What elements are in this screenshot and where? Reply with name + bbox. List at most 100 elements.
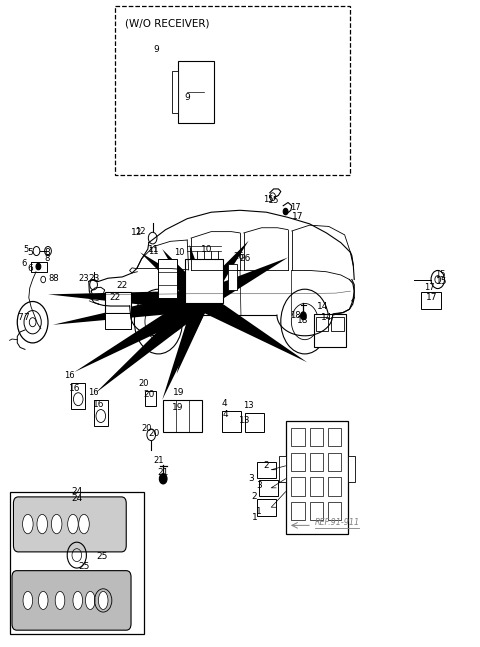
Text: 5: 5 (24, 245, 29, 254)
Text: 19: 19 (173, 388, 184, 397)
Text: 20: 20 (148, 429, 159, 438)
Text: 4: 4 (223, 410, 228, 419)
Text: 16: 16 (88, 388, 99, 397)
Text: 3: 3 (249, 474, 254, 483)
Polygon shape (196, 241, 249, 309)
FancyBboxPatch shape (12, 571, 131, 630)
Bar (291, 453, 305, 471)
Text: 13: 13 (243, 400, 254, 410)
Bar (145, 391, 156, 406)
Bar (310, 453, 323, 471)
Text: 23: 23 (79, 274, 89, 283)
Polygon shape (190, 245, 209, 303)
Ellipse shape (23, 514, 33, 534)
Ellipse shape (85, 591, 95, 609)
Text: 25: 25 (78, 562, 90, 571)
Text: 10: 10 (174, 248, 184, 257)
Text: 2: 2 (252, 492, 257, 501)
Ellipse shape (55, 591, 65, 609)
Text: 15: 15 (264, 195, 274, 204)
Bar (279, 456, 286, 482)
Text: 17: 17 (290, 203, 300, 212)
Text: 26: 26 (234, 252, 244, 261)
Bar (158, 259, 177, 298)
Bar (10, 492, 144, 634)
Text: 21: 21 (153, 456, 164, 465)
Polygon shape (53, 291, 203, 325)
Text: 25: 25 (96, 552, 108, 561)
Polygon shape (74, 291, 204, 372)
Polygon shape (95, 292, 206, 393)
Bar (245, 413, 264, 432)
Bar (328, 428, 341, 446)
Ellipse shape (68, 514, 78, 534)
Text: 8: 8 (52, 274, 58, 283)
Text: 24: 24 (71, 494, 83, 503)
Text: 14: 14 (317, 302, 328, 311)
Bar (94, 400, 108, 426)
Text: 21: 21 (157, 468, 169, 477)
Text: 15: 15 (436, 277, 447, 286)
Text: 11: 11 (148, 247, 159, 256)
Text: 8: 8 (44, 248, 50, 257)
Bar (421, 292, 441, 309)
Bar (328, 453, 341, 471)
Text: 10: 10 (201, 245, 212, 254)
Bar (257, 499, 276, 516)
Text: 8: 8 (48, 274, 54, 283)
Bar (348, 456, 355, 482)
Polygon shape (48, 291, 202, 311)
Text: 3: 3 (256, 481, 262, 490)
Text: 12: 12 (131, 228, 143, 237)
Circle shape (300, 312, 306, 320)
FancyBboxPatch shape (13, 497, 126, 552)
Text: 13: 13 (239, 416, 251, 425)
Text: 5: 5 (27, 248, 33, 257)
Text: 20: 20 (143, 390, 155, 399)
Bar (257, 462, 276, 478)
Bar (105, 292, 131, 313)
Bar (178, 61, 214, 123)
Text: 1: 1 (256, 507, 262, 516)
Ellipse shape (38, 591, 48, 609)
Bar (259, 480, 278, 496)
Text: 12: 12 (135, 227, 145, 236)
Text: 18: 18 (290, 311, 301, 320)
Bar (105, 313, 131, 329)
Text: 14: 14 (321, 313, 332, 322)
Circle shape (283, 208, 288, 215)
Bar (163, 400, 202, 432)
Text: 26: 26 (239, 254, 251, 263)
Text: 7: 7 (17, 313, 23, 322)
Text: 7: 7 (24, 313, 29, 322)
Ellipse shape (23, 591, 33, 609)
Bar (115, 6, 350, 175)
Text: 9: 9 (153, 45, 159, 54)
Ellipse shape (79, 514, 89, 534)
Text: 6: 6 (27, 264, 33, 273)
Text: 24: 24 (71, 487, 83, 496)
Bar (185, 259, 223, 303)
Text: 20: 20 (141, 424, 152, 433)
Bar (291, 502, 305, 520)
Text: 17: 17 (424, 283, 435, 292)
Bar (316, 317, 328, 331)
Bar (328, 477, 341, 496)
Polygon shape (177, 296, 209, 374)
Bar (222, 411, 241, 432)
Bar (310, 502, 323, 520)
Text: 16: 16 (93, 400, 104, 409)
Text: REF.91-911: REF.91-911 (315, 518, 360, 527)
Bar (291, 477, 305, 496)
Text: 17: 17 (292, 212, 303, 221)
Bar (310, 477, 323, 496)
Text: 4: 4 (222, 399, 228, 408)
Text: 11: 11 (148, 245, 159, 254)
Text: 1: 1 (252, 513, 257, 522)
Polygon shape (140, 252, 205, 310)
Text: 6: 6 (21, 259, 27, 269)
Bar (328, 502, 341, 520)
Text: 16: 16 (69, 384, 80, 393)
Circle shape (209, 296, 213, 302)
Text: 15: 15 (435, 270, 446, 279)
